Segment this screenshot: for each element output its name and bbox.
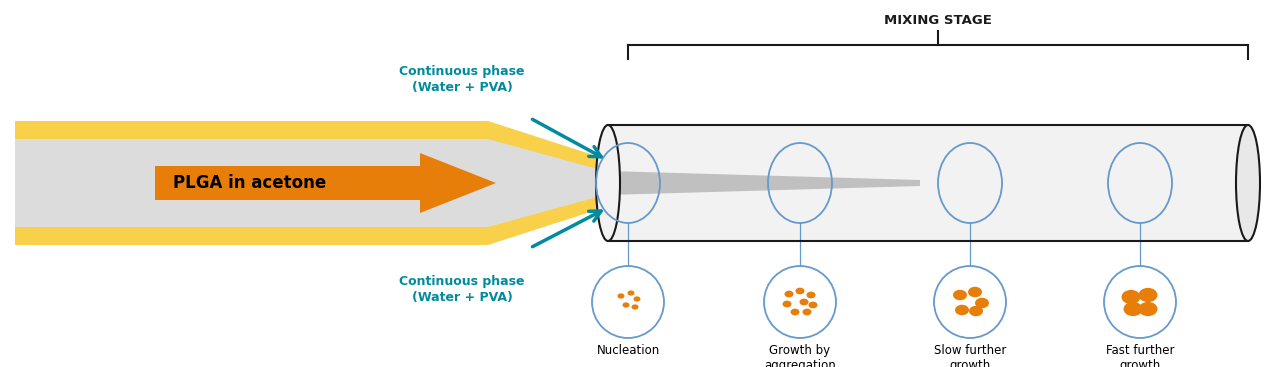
Ellipse shape [631, 304, 639, 310]
Text: Continuous phase
(Water + PVA): Continuous phase (Water + PVA) [399, 65, 525, 94]
Ellipse shape [809, 302, 818, 308]
Ellipse shape [627, 290, 635, 296]
Ellipse shape [782, 301, 791, 308]
Ellipse shape [1103, 266, 1176, 338]
Bar [15, 139, 488, 227]
Bar [608, 125, 1248, 241]
Ellipse shape [1124, 302, 1143, 316]
Text: Continuous phase
(Water + PVA): Continuous phase (Water + PVA) [399, 276, 525, 305]
Text: Nucleation: Nucleation [596, 344, 659, 357]
Ellipse shape [634, 297, 640, 302]
Ellipse shape [975, 298, 989, 308]
Polygon shape [488, 121, 612, 245]
Text: Growth by
aggregation: Growth by aggregation [764, 344, 836, 367]
Ellipse shape [969, 306, 983, 316]
Ellipse shape [622, 302, 630, 308]
Ellipse shape [617, 293, 625, 299]
Ellipse shape [1236, 125, 1260, 241]
Ellipse shape [791, 309, 800, 315]
Text: MIXING STAGE: MIXING STAGE [884, 14, 992, 27]
Polygon shape [155, 153, 497, 213]
Ellipse shape [806, 292, 815, 298]
Ellipse shape [955, 305, 969, 315]
Text: PLGA in acetone: PLGA in acetone [173, 174, 326, 192]
Text: Slow further
growth: Slow further growth [934, 344, 1006, 367]
Ellipse shape [764, 266, 836, 338]
Ellipse shape [1138, 288, 1157, 302]
Polygon shape [608, 171, 920, 195]
Polygon shape [488, 139, 612, 227]
Ellipse shape [1121, 290, 1140, 304]
Ellipse shape [591, 266, 664, 338]
Ellipse shape [596, 125, 620, 241]
Ellipse shape [803, 309, 812, 315]
Ellipse shape [800, 299, 809, 305]
Ellipse shape [954, 290, 966, 300]
Ellipse shape [785, 291, 794, 297]
Ellipse shape [1138, 302, 1157, 316]
Ellipse shape [968, 287, 982, 297]
Text: Fast further
growth: Fast further growth [1106, 344, 1174, 367]
Ellipse shape [795, 288, 805, 294]
Bar [15, 121, 488, 245]
Ellipse shape [934, 266, 1006, 338]
